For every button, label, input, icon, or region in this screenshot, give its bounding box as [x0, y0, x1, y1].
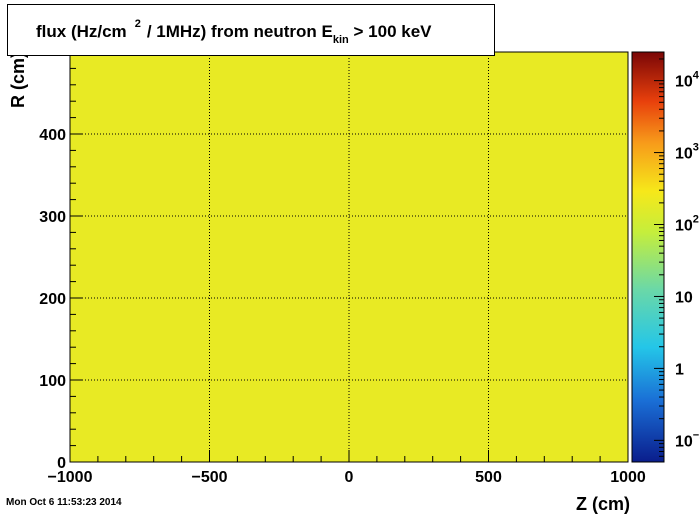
- title-subscript: kin: [332, 34, 349, 46]
- axes: −1000 −500 0 500 1000 0 100 200 300 400: [39, 67, 646, 486]
- x-tick-label: −500: [191, 469, 227, 486]
- chart-title-box: flux (Hz/cm 2 / 1MHz) from neutron Ekin > …: [7, 4, 495, 56]
- title-suffix: > 100 keV: [353, 22, 432, 41]
- title-prefix: flux (Hz/cm: [36, 22, 127, 41]
- timestamp: Mon Oct 6 11:53:23 2014: [6, 497, 122, 508]
- colorbar-tick-exponent: 3: [693, 142, 699, 154]
- colorbar-tick-label: 10: [675, 289, 693, 306]
- colorbar-frame: [631, 51, 665, 463]
- title-middle: / 1MHz) from neutron E: [146, 22, 333, 41]
- colorbar-tick-exponent: −1: [693, 429, 700, 441]
- heatmap-cells: [70, 52, 628, 462]
- y-axis-title: R (cm): [8, 52, 28, 108]
- y-tick-label: 200: [39, 291, 66, 308]
- colorbar-tick-label: 1: [675, 361, 684, 378]
- y-tick-label: 300: [39, 209, 66, 226]
- colorbar-tick-label: 104: [675, 70, 700, 91]
- colorbar-tick-label: 10−1: [675, 429, 700, 450]
- colorbar-tick-exponent: 4: [693, 70, 700, 82]
- x-tick-label: 1000: [610, 469, 646, 486]
- y-tick-label: 0: [57, 455, 66, 472]
- x-tick-label: 0: [345, 469, 354, 486]
- x-tick-label: 500: [475, 469, 502, 486]
- colorbar-tick-label: 103: [675, 142, 699, 163]
- y-tick-label: 100: [39, 373, 66, 390]
- colorbar-tick-exponent: 2: [693, 214, 699, 226]
- x-tick-label: −1000: [48, 469, 93, 486]
- colorbar: [632, 52, 664, 462]
- x-axis-title: Z (cm): [576, 494, 630, 514]
- title-superscript: 2: [134, 18, 141, 30]
- colorbar-tick-label: 102: [675, 214, 699, 235]
- grid-lines: [70, 52, 628, 462]
- y-tick-label: 400: [39, 127, 66, 144]
- chart-title: flux (Hz/cm 2 / 1MHz) from neutron Ekin > …: [36, 18, 432, 46]
